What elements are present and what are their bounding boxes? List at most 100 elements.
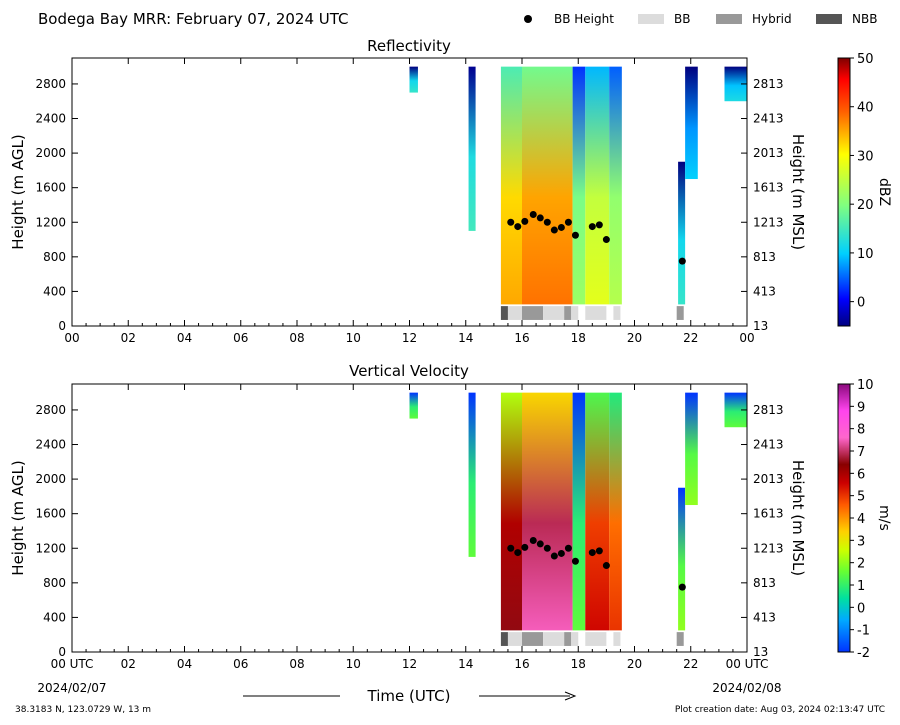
bb-height-point (521, 543, 529, 551)
x-tick-label: 10 (346, 657, 361, 671)
legend-label: NBB (852, 12, 878, 26)
colorbar-tick-label: 40 (857, 101, 874, 116)
reflectivity-panel: Reflectivity 00 02 04 06 08 10 12 14 16 18 20 22 000… (9, 37, 892, 345)
colorbar-tick-label: 4 (857, 512, 865, 527)
y-tick-label: 2800 (35, 403, 66, 417)
y-tick-label: 2000 (35, 146, 66, 160)
x-tick-label: 00 UTC (51, 657, 94, 671)
y-tick-label-right: 2413 (753, 438, 784, 452)
y-tick-label: 400 (43, 610, 66, 624)
plot-frame (71, 383, 748, 653)
y-tick-label: 800 (43, 250, 66, 264)
bb-height-point (571, 557, 579, 565)
bb-segment-hybrid (676, 306, 684, 320)
bb-swatch-icon (638, 14, 664, 24)
x-tick-label: 16 (514, 331, 529, 345)
y-tick-label: 1600 (35, 507, 66, 521)
colorbar-tick-label: -1 (857, 624, 870, 639)
bb-height-point (588, 223, 596, 231)
y-tick-label: 2800 (35, 77, 66, 91)
bb-height-point (507, 544, 515, 552)
echo-column (609, 392, 622, 631)
nbb-swatch-icon (816, 14, 842, 24)
legend-item-bb-height: BB Height (524, 12, 614, 26)
echo-column (685, 392, 698, 506)
echo-column (500, 392, 522, 631)
colorbar-tick-label: 2 (857, 557, 865, 572)
bb-segment-hybrid (522, 632, 544, 646)
y-tick-label-right: 813 (753, 576, 776, 590)
colorbar-tick-label: 10 (857, 247, 874, 262)
bb-height-point (564, 544, 572, 552)
bb-height-point (521, 217, 529, 225)
echo-column (409, 66, 418, 93)
x-tick-label: 00 (64, 331, 79, 345)
reflectivity-marks (409, 66, 747, 320)
y-tick-label: 1600 (35, 181, 66, 195)
x-tick-label: 02 (121, 657, 136, 671)
bb-segment-bb (507, 632, 522, 646)
colorbar-tick-label: 8 (857, 423, 865, 438)
echo-column (468, 66, 476, 231)
y-axis-label-right: Height (m MSL) (789, 460, 807, 576)
y-tick-label: 1200 (35, 215, 66, 229)
y-tick-label-right: 2013 (753, 472, 784, 486)
echo-column (678, 161, 686, 305)
colorbar-tick-label: 5 (857, 490, 865, 505)
bb-height-point (543, 544, 551, 552)
x-tick-label: 14 (458, 657, 473, 671)
bb-height-point (529, 210, 537, 218)
bb-segment-nbb (500, 632, 508, 646)
x-tick-label: 22 (683, 331, 698, 345)
x-tick-label: 14 (458, 331, 473, 345)
hybrid-swatch-icon (716, 14, 742, 24)
x-tick-label: 20 (627, 657, 642, 671)
echo-column (468, 392, 476, 557)
x-tick-label: 00 (739, 331, 754, 345)
colorbar-tick-label: 0 (857, 296, 865, 311)
x-tick-label: 06 (233, 331, 248, 345)
end-date-label: 2024/02/08 (712, 681, 781, 695)
y-tick-label: 0 (58, 319, 66, 333)
bb-height-point (536, 540, 544, 548)
y-tick-label-right: 413 (753, 610, 776, 624)
y-tick-label-right: 413 (753, 284, 776, 298)
x-tick-label: 08 (289, 657, 304, 671)
x-tick-label: 20 (627, 331, 642, 345)
y-tick-label-right: 1213 (753, 541, 784, 555)
x-tick-label: 16 (514, 657, 529, 671)
bb-height-point (588, 549, 596, 557)
colorbar-tick-label: 7 (857, 445, 865, 460)
bb-height-point (564, 218, 572, 226)
y-axis-label-right: Height (m MSL) (789, 134, 807, 250)
bb-segment-hybrid (676, 632, 684, 646)
bb-height-point (514, 549, 522, 557)
y-tick-label-right: 2413 (753, 112, 784, 126)
vertical-velocity-panel: Vertical Velocity 00 UTC 02 04 06 08 10 12 14 16… (9, 362, 892, 671)
colorbar-tick-label: 20 (857, 198, 874, 213)
x-tick-label: 10 (346, 331, 361, 345)
x-tick-label: 08 (289, 331, 304, 345)
echo-column (685, 66, 698, 180)
bb-height-point (571, 231, 579, 239)
time-axis-label: Time (UTC) (367, 687, 451, 705)
bb-height-point (543, 218, 551, 226)
vertical-velocity-marks (409, 392, 747, 646)
bb-height-point (557, 223, 565, 231)
x-tick-label: 18 (571, 331, 586, 345)
colorbar-tick-label: 3 (857, 534, 865, 549)
colorbar-tick-label: 9 (857, 400, 865, 415)
y-tick-label: 800 (43, 576, 66, 590)
bb-segment-bb (543, 306, 565, 320)
echo-column (522, 66, 573, 305)
y-tick-label-right: 2813 (753, 77, 784, 91)
y-tick-label: 2000 (35, 472, 66, 486)
bb-segment-hybrid (564, 306, 572, 320)
bb-height-point (507, 218, 515, 226)
bb-height-point (678, 257, 686, 265)
echo-column (724, 66, 747, 102)
y-tick-label: 400 (43, 284, 66, 298)
echo-column (572, 66, 586, 305)
